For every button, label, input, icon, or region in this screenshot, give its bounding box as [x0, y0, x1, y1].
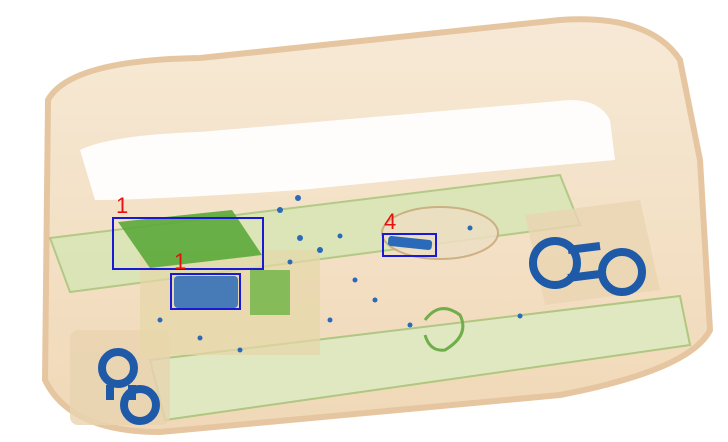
detection-label: 4 [384, 209, 397, 234]
clip [423, 307, 465, 352]
detection-label: 1 [174, 249, 187, 274]
scattered-components [157, 195, 523, 353]
small-rod [387, 236, 433, 250]
detection-box [170, 273, 241, 310]
case-cavity [80, 100, 615, 200]
right-end-block [525, 200, 660, 305]
metal-plate-lower [250, 270, 290, 315]
detection-label: 1 [116, 193, 129, 218]
detection-box [382, 233, 437, 257]
metal-plate [118, 210, 262, 268]
dense-device [174, 276, 238, 308]
cd-logo-icon [529, 237, 646, 296]
cd-logo-icon [98, 348, 160, 425]
detection-box [112, 217, 264, 270]
